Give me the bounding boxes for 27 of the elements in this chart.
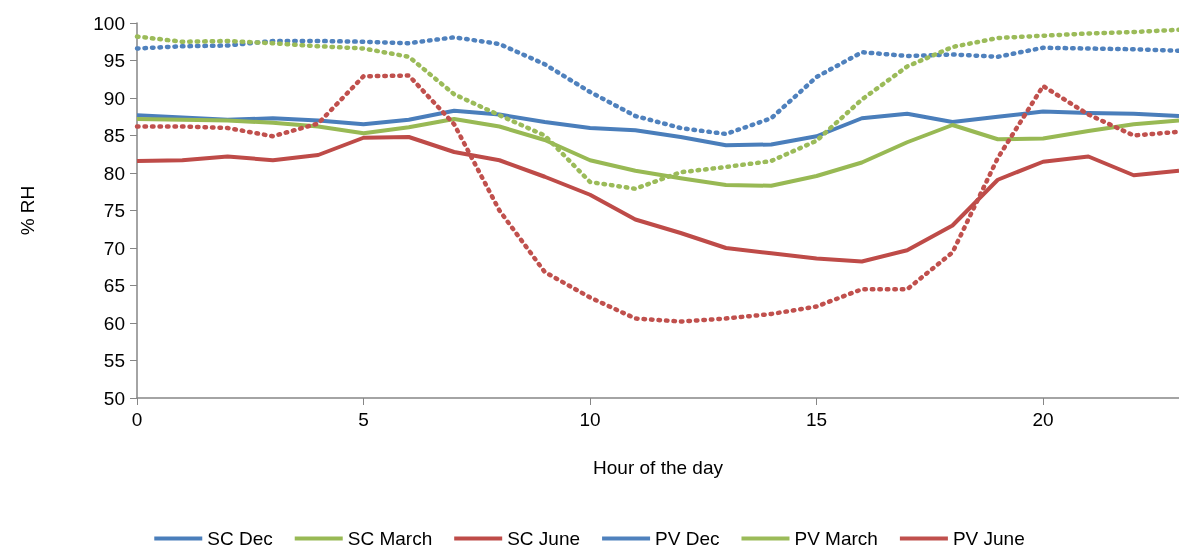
legend-label: PV June xyxy=(952,528,1025,549)
x-tick-label: 20 xyxy=(1032,409,1054,430)
legend-label: SC June xyxy=(507,528,581,549)
line-series xyxy=(134,27,1179,191)
y-tick-label: 55 xyxy=(103,350,125,371)
y-tick-label: 70 xyxy=(103,237,125,259)
y-tick-label: 50 xyxy=(103,387,125,409)
y-tick-label: 75 xyxy=(103,200,125,221)
legend-label: PV March xyxy=(794,528,878,549)
y-tick-label: 95 xyxy=(103,50,125,71)
y-tick-label: 100 xyxy=(93,12,125,34)
y-axis-title: % RH xyxy=(17,185,38,236)
x-tick-label: 10 xyxy=(579,409,601,430)
x-tick-label: 0 xyxy=(131,409,143,430)
line-series xyxy=(134,35,1179,137)
y-tick-label: 80 xyxy=(103,162,125,184)
line-series xyxy=(134,73,1179,324)
legend-label: SC Dec xyxy=(207,528,273,549)
y-tick-label: 60 xyxy=(103,312,125,334)
x-axis-title: Hour of the day xyxy=(593,457,724,478)
legend-label: PV Dec xyxy=(655,528,720,549)
x-tick-label: 5 xyxy=(358,409,369,430)
y-tick-label: 90 xyxy=(103,87,125,109)
legend-label: SC March xyxy=(347,528,433,549)
y-tick-label: 85 xyxy=(103,125,125,146)
y-tick-label: 65 xyxy=(103,275,125,296)
x-tick-label: 15 xyxy=(805,409,828,430)
